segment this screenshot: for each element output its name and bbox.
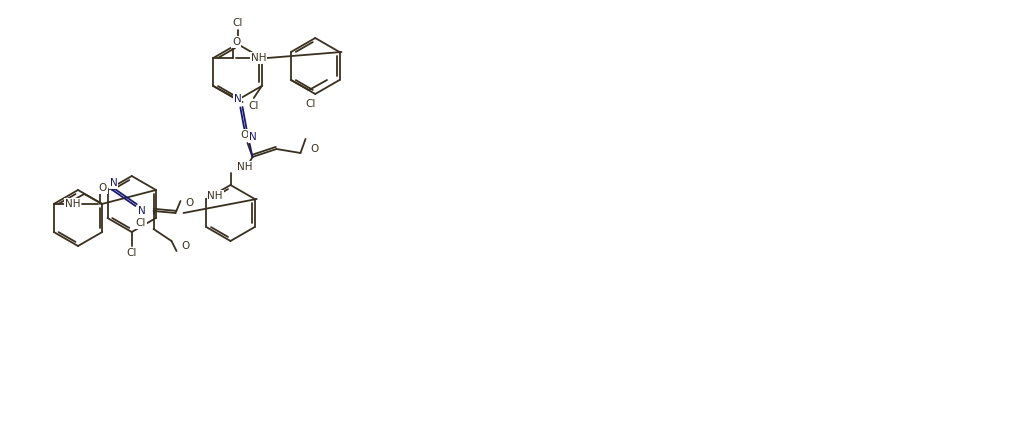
Text: N: N <box>234 94 241 104</box>
Text: NH: NH <box>237 162 252 172</box>
Text: O: O <box>99 183 107 193</box>
Text: Cl: Cl <box>306 99 317 109</box>
Text: Cl: Cl <box>67 201 78 211</box>
Text: O: O <box>186 198 194 208</box>
Text: NH: NH <box>207 191 223 201</box>
Text: N: N <box>109 178 117 188</box>
Text: N: N <box>138 206 145 216</box>
Text: O: O <box>232 37 240 47</box>
Text: O: O <box>240 130 249 140</box>
Text: Cl: Cl <box>127 248 137 258</box>
Text: NH: NH <box>250 53 266 63</box>
Text: O: O <box>182 241 190 251</box>
Text: Cl: Cl <box>248 101 259 111</box>
Text: N: N <box>249 132 256 142</box>
Text: O: O <box>310 144 319 154</box>
Text: Cl: Cl <box>233 18 243 28</box>
Text: NH: NH <box>65 199 81 209</box>
Text: Cl: Cl <box>136 218 146 228</box>
